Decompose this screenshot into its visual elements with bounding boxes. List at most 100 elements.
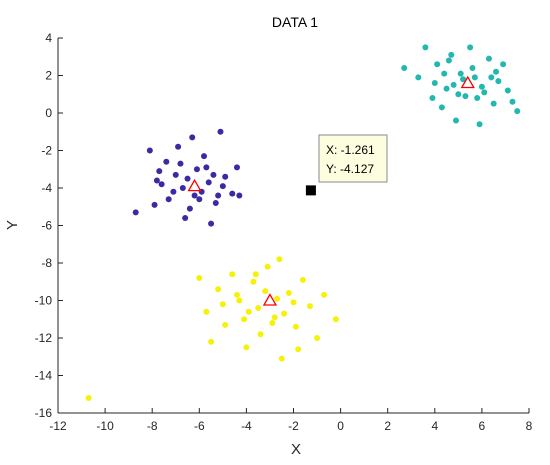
- data-point[interactable]: [241, 316, 248, 323]
- data-point[interactable]: [471, 74, 478, 81]
- data-point[interactable]: [153, 177, 160, 184]
- data-point[interactable]: [467, 44, 474, 51]
- data-point[interactable]: [158, 181, 165, 188]
- data-point[interactable]: [401, 65, 408, 71]
- data-point[interactable]: [478, 83, 485, 90]
- data-point[interactable]: [191, 192, 198, 199]
- data-point[interactable]: [295, 346, 302, 353]
- data-point[interactable]: [452, 117, 459, 124]
- data-point[interactable]: [215, 286, 222, 293]
- data-point[interactable]: [186, 205, 193, 212]
- data-point[interactable]: [233, 291, 240, 298]
- data-point[interactable]: [493, 68, 500, 75]
- data-point[interactable]: [85, 395, 92, 401]
- data-point[interactable]: [208, 220, 215, 227]
- data-point[interactable]: [504, 87, 511, 94]
- data-point[interactable]: [495, 78, 502, 85]
- data-point[interactable]: [500, 61, 507, 68]
- data-point[interactable]: [243, 344, 250, 351]
- data-point[interactable]: [222, 321, 229, 328]
- data-point[interactable]: [443, 85, 450, 92]
- data-point[interactable]: [476, 121, 483, 128]
- data-point[interactable]: [314, 335, 321, 341]
- data-point[interactable]: [217, 128, 224, 135]
- data-point[interactable]: [203, 308, 210, 315]
- data-point[interactable]: [474, 95, 481, 101]
- data-point[interactable]: [429, 95, 436, 101]
- data-point[interactable]: [189, 134, 196, 141]
- data-point[interactable]: [285, 290, 292, 296]
- data-point[interactable]: [292, 323, 299, 330]
- data-point[interactable]: [179, 185, 186, 191]
- centroid-marker[interactable]: [187, 178, 202, 192]
- data-point[interactable]: [457, 70, 464, 77]
- data-point[interactable]: [445, 57, 452, 64]
- data-point[interactable]: [422, 44, 429, 51]
- data-point[interactable]: [321, 291, 328, 298]
- data-point[interactable]: [163, 158, 170, 165]
- data-point[interactable]: [269, 320, 276, 326]
- data-point[interactable]: [156, 168, 163, 175]
- data-point[interactable]: [488, 74, 495, 81]
- data-point[interactable]: [281, 310, 288, 317]
- data-point[interactable]: [514, 108, 521, 115]
- data-point[interactable]: [455, 91, 462, 98]
- data-point[interactable]: [434, 61, 441, 68]
- data-point[interactable]: [229, 190, 236, 197]
- data-point[interactable]: [415, 74, 422, 81]
- data-point[interactable]: [276, 256, 283, 263]
- data-point[interactable]: [460, 76, 467, 83]
- data-point[interactable]: [278, 355, 285, 362]
- data-point[interactable]: [233, 164, 240, 171]
- data-point[interactable]: [257, 331, 264, 338]
- data-point[interactable]: [170, 188, 177, 195]
- data-point[interactable]: [441, 70, 448, 77]
- data-point[interactable]: [215, 192, 222, 199]
- data-point[interactable]: [165, 196, 172, 203]
- centroid-marker[interactable]: [460, 75, 475, 89]
- data-point[interactable]: [332, 316, 339, 323]
- data-point[interactable]: [509, 98, 516, 105]
- data-point[interactable]: [448, 51, 455, 58]
- data-point[interactable]: [274, 295, 281, 302]
- data-point[interactable]: [485, 55, 492, 62]
- data-point[interactable]: [193, 166, 200, 173]
- data-point[interactable]: [212, 200, 219, 206]
- data-point[interactable]: [146, 147, 153, 154]
- centroid-marker[interactable]: [262, 293, 278, 306]
- data-point[interactable]: [203, 164, 210, 171]
- data-point[interactable]: [229, 271, 236, 278]
- data-point[interactable]: [290, 299, 297, 306]
- data-point[interactable]: [450, 81, 457, 88]
- data-point[interactable]: [201, 153, 208, 160]
- data-point[interactable]: [299, 276, 306, 283]
- data-point[interactable]: [132, 209, 139, 216]
- data-point[interactable]: [205, 179, 212, 186]
- data-point[interactable]: [222, 173, 229, 180]
- data-point[interactable]: [219, 301, 226, 308]
- data-point[interactable]: [236, 297, 243, 304]
- data-point[interactable]: [196, 196, 203, 203]
- data-point[interactable]: [438, 104, 445, 111]
- data-point[interactable]: [208, 338, 215, 345]
- data-point[interactable]: [306, 303, 313, 310]
- data-point[interactable]: [177, 160, 184, 167]
- data-point[interactable]: [210, 171, 217, 178]
- data-point[interactable]: [245, 308, 252, 315]
- data-point[interactable]: [151, 201, 158, 208]
- data-point[interactable]: [175, 143, 182, 150]
- data-point[interactable]: [182, 215, 189, 221]
- data-point[interactable]: [236, 192, 243, 199]
- data-point[interactable]: [490, 100, 497, 107]
- data-point[interactable]: [184, 175, 191, 182]
- data-point[interactable]: [262, 288, 269, 295]
- data-point[interactable]: [196, 275, 203, 281]
- selected-point-marker[interactable]: [305, 185, 316, 196]
- data-point[interactable]: [271, 314, 278, 321]
- data-point[interactable]: [255, 305, 262, 311]
- data-point[interactable]: [481, 89, 488, 96]
- data-point[interactable]: [431, 80, 438, 86]
- data-point[interactable]: [219, 183, 226, 190]
- data-point[interactable]: [250, 278, 257, 285]
